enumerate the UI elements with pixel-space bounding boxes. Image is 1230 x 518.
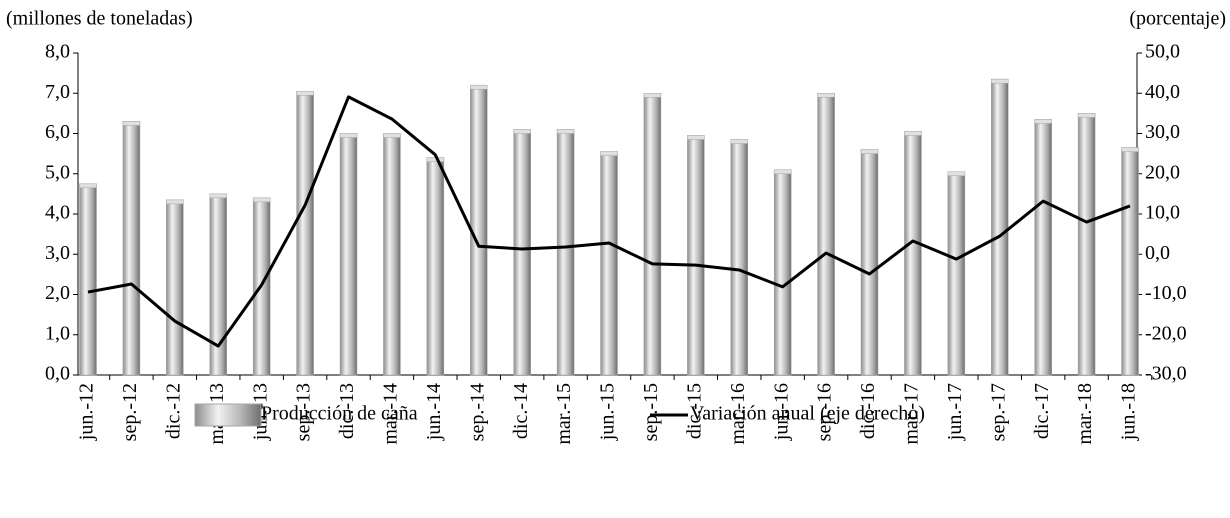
y-tick-label: 8,0 [45,41,70,63]
y2-tick-label: -30,0 [1145,363,1187,385]
bar-top [860,149,879,154]
bar [817,93,835,376]
y-tick-label: 1,0 [45,322,70,344]
bar [79,183,97,376]
y2-tick-label: 30,0 [1145,121,1180,143]
bar-top [122,121,141,126]
bar-top [991,78,1009,84]
y-tick-label: 0,0 [45,363,70,385]
x-tick-label: jun.-18 [1118,383,1140,441]
x-tick-label: mar.-17 [901,383,923,445]
bar-top [947,171,966,176]
x-tick-label: jun.-17 [944,383,966,441]
y2-tick-label: 10,0 [1145,202,1180,224]
x-tick-label: dic.-17 [1031,383,1053,439]
legend-swatch [194,403,262,427]
bar-top [1034,119,1052,124]
bar [470,84,488,376]
bar [860,149,879,376]
bar-top [209,193,227,199]
bar [947,171,966,376]
bar [600,151,618,376]
bar-top [643,93,662,98]
bar-top [556,129,575,134]
bar-top [1077,113,1096,118]
y2-tick-label: 20,0 [1145,161,1180,183]
bar [773,169,792,376]
bar-top [904,131,922,136]
x-tick-label: jun.-15 [597,383,619,441]
x-tick-label: sep.-17 [987,383,1009,441]
y-tick-label: 6,0 [45,121,70,143]
y2-axis-title: (porcentaje) [1129,8,1226,30]
y-axis-title: (millones de toneladas) [6,8,193,30]
bar-top [730,139,748,144]
x-tick-label: jun.-12 [76,383,98,441]
legend-label: Variación anual (eje derecho) [690,403,925,425]
bar-top [513,129,531,134]
x-tick-label: mar.-18 [1074,383,1096,445]
bar-top [773,169,792,174]
x-tick-label: mar.-14 [380,383,402,445]
bar-top [687,135,705,140]
bar [426,157,445,376]
x-tick-label: dic.-12 [162,383,184,439]
bar [1034,119,1052,376]
bar-top [600,151,618,156]
bar-top [166,199,184,205]
bar-top [79,183,97,189]
bar [383,133,401,376]
x-tick-label: dic.-14 [510,383,532,439]
x-tick-label: mar.-16 [727,383,749,445]
bar [166,199,184,376]
x-tick-label: mar.-15 [553,383,575,445]
bar [513,129,531,376]
x-tick-label: sep.-13 [293,383,315,441]
bar-top [470,84,488,90]
bar [209,193,227,376]
x-tick-label: sep.-12 [119,383,141,441]
y2-tick-label: 40,0 [1145,81,1180,103]
y-tick-label: 2,0 [45,282,70,304]
x-tick-label: sep.-16 [814,383,836,441]
bar [556,129,575,376]
bar [730,139,748,376]
x-tick-label: sep.-14 [466,383,488,441]
x-tick-label: jun.-16 [770,383,792,441]
bar-top [817,93,835,98]
y2-tick-label: -10,0 [1145,282,1187,304]
bar-top [1121,147,1139,152]
line [87,95,1131,348]
y2-tick-label: 50,0 [1145,41,1180,63]
x-tick-label: dic.-15 [683,383,705,439]
bar [687,135,705,376]
bar-top [383,133,401,138]
bar [991,78,1009,376]
y-tick-label: 5,0 [45,161,70,183]
x-tick-label: dic.-16 [857,383,879,439]
y2-tick-label: 0,0 [1145,242,1170,264]
y-tick-label: 3,0 [45,242,70,264]
legend-label: Producción de caña [261,403,418,425]
x-tick-label: jun.-14 [423,383,445,441]
x-tick-label: dic.-13 [336,383,358,439]
bar-top [252,197,271,203]
bar [122,121,141,376]
bar [1121,147,1139,376]
y-tick-label: 4,0 [45,202,70,224]
bar-top [296,90,314,96]
bar [904,131,922,376]
y2-tick-label: -20,0 [1145,322,1187,344]
bar [296,90,314,376]
bar [643,93,662,376]
bar [339,133,358,376]
bar-top [339,133,358,138]
x-tick-label: sep.-15 [640,383,662,441]
bar [1077,113,1096,376]
y-tick-label: 7,0 [45,81,70,103]
